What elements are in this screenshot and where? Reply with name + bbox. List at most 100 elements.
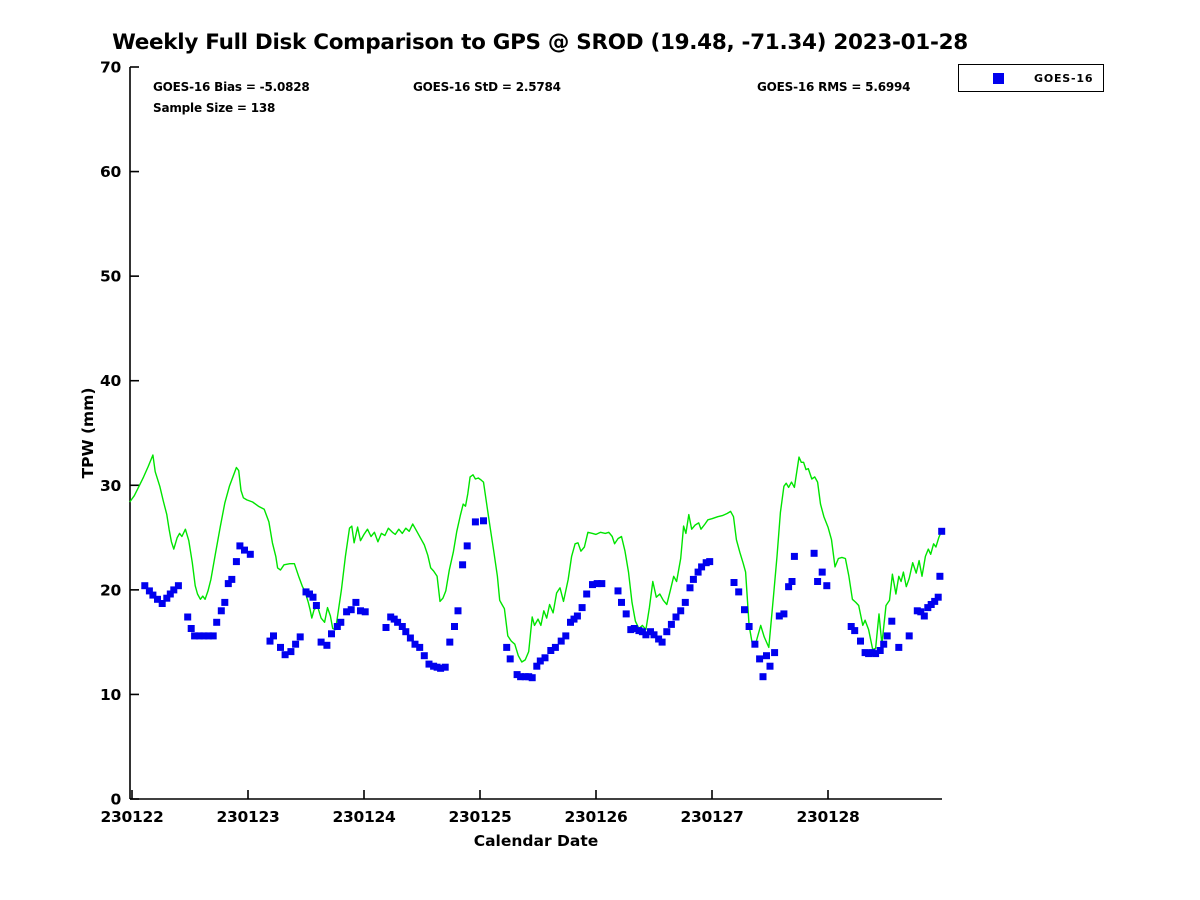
- goes16-data-point: [667, 620, 675, 628]
- goes16-data-point: [145, 587, 153, 595]
- goes16-data-point: [677, 607, 685, 615]
- y-tick-label: 50: [100, 268, 121, 286]
- goes16-data-point: [170, 586, 178, 594]
- goes16-data-point: [402, 628, 410, 636]
- goes16-data-point: [618, 598, 625, 606]
- goes16-data-point: [888, 617, 896, 625]
- goes16-data-point: [406, 634, 414, 642]
- goes16-data-point: [174, 582, 182, 590]
- goes16-data-point: [394, 618, 402, 626]
- goes16-data-point: [328, 630, 335, 638]
- goes16-data-point: [471, 518, 479, 526]
- goes16-data-point: [411, 640, 419, 648]
- goes16-data-point: [205, 632, 213, 640]
- goes16-data-point: [751, 640, 759, 648]
- goes16-data-point: [934, 593, 942, 601]
- goes16-data-point: [528, 674, 536, 682]
- goes16-data-point: [158, 600, 166, 607]
- goes16-data-point: [686, 584, 694, 592]
- goes16-data-point: [232, 558, 240, 566]
- goes16-data-point: [154, 595, 161, 603]
- goes16-data-point: [221, 598, 229, 606]
- goes16-data-point: [780, 610, 788, 618]
- goes16-data-point: [312, 602, 320, 609]
- legend-box: GOES-16: [958, 64, 1104, 92]
- goes16-data-point: [936, 572, 944, 580]
- goes16-data-point: [347, 606, 355, 614]
- goes16-data-point: [382, 624, 390, 631]
- goes16-data-point: [441, 663, 449, 671]
- goes16-data-point: [416, 643, 424, 651]
- goes16-data-point: [895, 643, 903, 651]
- goes16-data-point: [557, 637, 565, 645]
- goes16-data-point: [785, 583, 793, 591]
- y-tick-label: 20: [100, 581, 121, 599]
- goes16-data-point: [642, 631, 650, 639]
- goes16-data-point: [694, 568, 702, 576]
- y-tick-label: 60: [100, 163, 121, 181]
- goes16-data-point: [741, 606, 748, 614]
- goes16-data-point: [730, 579, 738, 586]
- goes16-data-point: [323, 641, 331, 649]
- goes16-data-point: [735, 588, 743, 596]
- goes16-data-point: [270, 632, 277, 640]
- goes16-data-point: [281, 651, 289, 659]
- x-tick-label: 230123: [217, 808, 280, 826]
- goes16-data-point: [195, 632, 203, 640]
- y-tick-label: 30: [100, 477, 121, 495]
- goes16-data-point: [706, 558, 714, 566]
- goes16-data-point: [352, 598, 360, 606]
- gps-tpw-line: [129, 454, 943, 663]
- goes16-data-point: [333, 623, 341, 630]
- goes16-data-point: [200, 632, 208, 640]
- goes16-data-point: [931, 597, 939, 605]
- stat-sample-size: Sample Size = 138: [153, 101, 276, 115]
- goes16-data-point: [149, 591, 157, 599]
- x-tick-label: 230128: [797, 808, 860, 826]
- legend-goes16-label: GOES-16: [1034, 71, 1094, 85]
- goes16-data-point: [788, 578, 796, 585]
- goes16-data-point: [883, 632, 891, 640]
- goes16-data-point: [823, 582, 831, 590]
- goes16-data-point: [810, 549, 818, 557]
- goes16-data-point: [503, 643, 511, 651]
- goes16-data-point: [766, 662, 774, 670]
- goes16-data-point: [463, 542, 471, 550]
- goes16-data-point: [583, 590, 591, 598]
- goes16-data-point: [938, 527, 946, 535]
- goes16-data-point: [357, 607, 364, 615]
- goes16-data-point: [578, 604, 586, 612]
- goes16-data-point: [420, 652, 428, 660]
- goes16-data-point: [790, 552, 798, 560]
- goes16-data-point: [454, 607, 462, 615]
- goes16-data-point: [763, 652, 770, 660]
- goes16-data-point: [672, 613, 680, 621]
- goes16-data-point: [851, 627, 859, 635]
- legend-goes16-marker-icon: [993, 72, 1004, 84]
- goes16-data-point: [818, 568, 826, 576]
- goes16-data-point: [872, 650, 880, 658]
- goes16-data-point: [917, 608, 925, 616]
- goes16-data-point: [184, 613, 192, 621]
- goes16-data-point: [309, 593, 317, 601]
- goes16-data-point: [343, 608, 351, 616]
- goes16-data-point: [681, 598, 689, 606]
- x-tick-label: 230124: [333, 808, 396, 826]
- goes16-data-point: [425, 660, 433, 668]
- goes16-data-point: [920, 612, 928, 620]
- goes16-data-point: [213, 618, 221, 626]
- y-tick-label: 40: [100, 372, 121, 390]
- goes16-data-point: [573, 612, 581, 620]
- goes16-data-point: [593, 580, 601, 588]
- goes16-data-point: [756, 655, 764, 663]
- goes16-data-point: [506, 655, 514, 663]
- goes16-data-point: [141, 582, 149, 590]
- goes16-data-point: [536, 657, 544, 665]
- y-tick-label: 10: [100, 686, 121, 704]
- goes16-data-point: [551, 643, 559, 651]
- x-tick-label: 230122: [101, 808, 164, 826]
- x-tick-label: 230126: [565, 808, 628, 826]
- stat-rms: GOES-16 RMS = 5.6994: [757, 80, 911, 94]
- goes16-data-point: [689, 575, 697, 583]
- goes16-data-point: [209, 632, 217, 640]
